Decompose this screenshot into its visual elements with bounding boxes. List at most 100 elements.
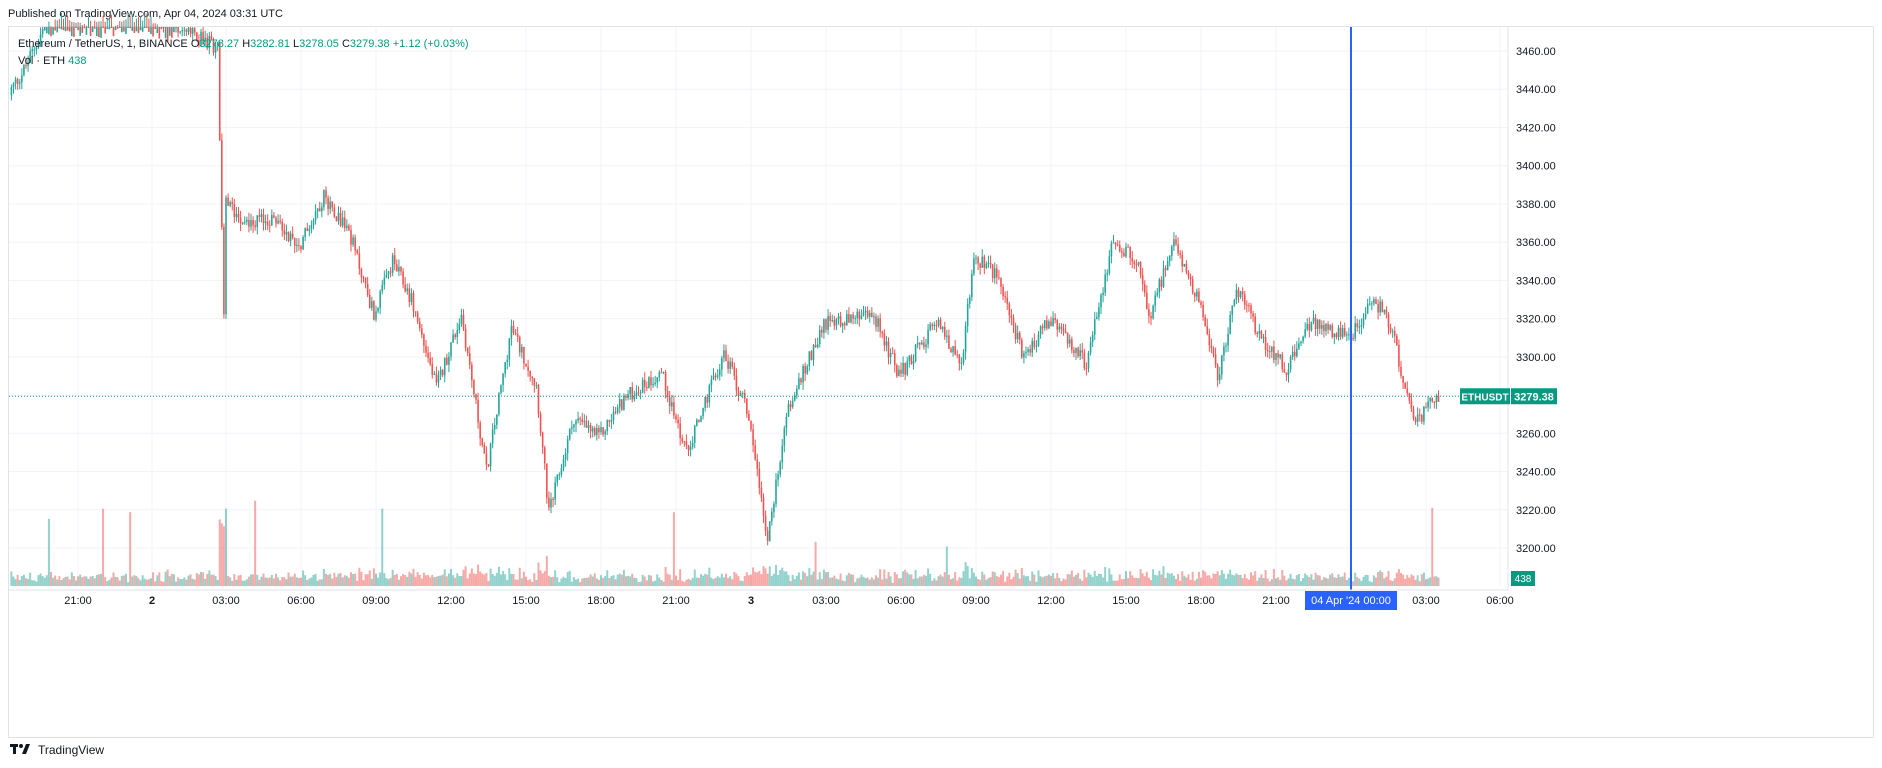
candle-body [1118,245,1121,252]
candle-body [718,369,721,376]
volume-bar [116,577,119,586]
volume-bar [258,579,261,586]
candle-body [843,323,846,326]
legend-vol-label[interactable]: Vol · ETH [18,55,66,67]
volume-bar [35,581,38,586]
volume-bar [1360,580,1363,586]
candle-body [706,397,709,403]
candle-body [860,315,863,320]
candle-body [293,237,296,246]
volume-bar [1241,578,1244,586]
volume-bar [1243,574,1246,586]
candle-body [1414,418,1417,422]
candle-body [548,497,550,508]
candle-body [393,255,396,265]
candle-body [1135,264,1138,266]
candle-body [729,361,731,369]
candle-body [921,342,923,345]
candle-body [1168,255,1171,262]
volume-bar [1389,580,1392,586]
volume-bar [547,575,550,586]
candle-body [162,27,165,28]
candle-body [1435,395,1438,403]
candle-body [329,201,331,209]
volume-bar [1235,573,1238,586]
volume-bar [691,577,694,586]
volume-bar [985,579,988,586]
volume-bar [252,574,255,586]
candle-body [416,312,419,322]
candle-body [539,414,542,433]
volume-bar [102,508,105,586]
candle-body [993,268,996,279]
candle-body [596,427,598,435]
candle-body [679,423,681,439]
candle-body [631,387,634,400]
volume-bar [427,575,430,586]
candle-body [1060,326,1063,329]
volume-bar [1120,579,1123,586]
volume-bar [287,572,290,586]
volume-bar [812,571,815,586]
volume-bar [379,572,382,586]
candle-body [691,442,694,447]
volume-bar [1322,577,1325,586]
candle-body [62,27,65,31]
volume-bar [218,519,221,586]
candle-body [1029,349,1031,353]
volume-bar [868,579,871,586]
volume-bar [1018,578,1021,586]
volume-bar [170,573,173,586]
candle-body [1204,317,1206,326]
volume-bar [804,573,807,586]
candle-body [285,231,288,235]
candle-body [1356,323,1359,328]
volume-bar [1293,579,1296,586]
chart-frame[interactable] [8,26,1874,738]
candle-body [1048,321,1050,329]
candle-body [633,396,636,400]
volume-bar [410,573,413,586]
volume-bar [1420,574,1423,586]
candle-body [608,420,611,422]
candle-body [1129,247,1131,259]
volume-bar [214,576,217,586]
volume-bar [1347,577,1350,586]
volume-bar [737,576,740,586]
candle-body [571,427,573,429]
candle-body [379,291,381,308]
volume-bar [1166,572,1169,586]
candle-body [785,416,788,429]
tradingview-logo-icon[interactable] [10,743,32,757]
volume-bar [897,578,900,586]
candle-body [125,27,127,34]
footer-brand[interactable]: TradingView [38,743,105,757]
volume-bar [879,569,882,586]
volume-bar [708,567,711,586]
candle-body [671,402,673,407]
volume-bar [529,579,532,586]
candle-body [956,354,959,356]
volume-bar [752,567,755,586]
volume-bar [337,573,340,586]
volume-bar [1354,572,1357,586]
volume-bar [329,573,332,586]
candle-body [623,395,625,410]
volume-bar [139,580,142,586]
volume-bar [262,573,265,586]
candle-body [687,445,690,451]
volume-bar [531,581,534,586]
candle-body [248,219,250,227]
candle-body [110,27,113,28]
candle-body [366,283,369,295]
volume-bar [372,568,375,586]
volume-bar [108,579,111,586]
volume-bar [714,577,717,586]
volume-bar [289,576,292,586]
legend-symbol[interactable]: Ethereum / TetherUS, 1, BINANCE [18,38,188,50]
volume-bar [1291,578,1294,586]
volume-bar [1008,572,1011,586]
volume-bar [1054,578,1057,586]
volume-bar [1247,579,1250,586]
